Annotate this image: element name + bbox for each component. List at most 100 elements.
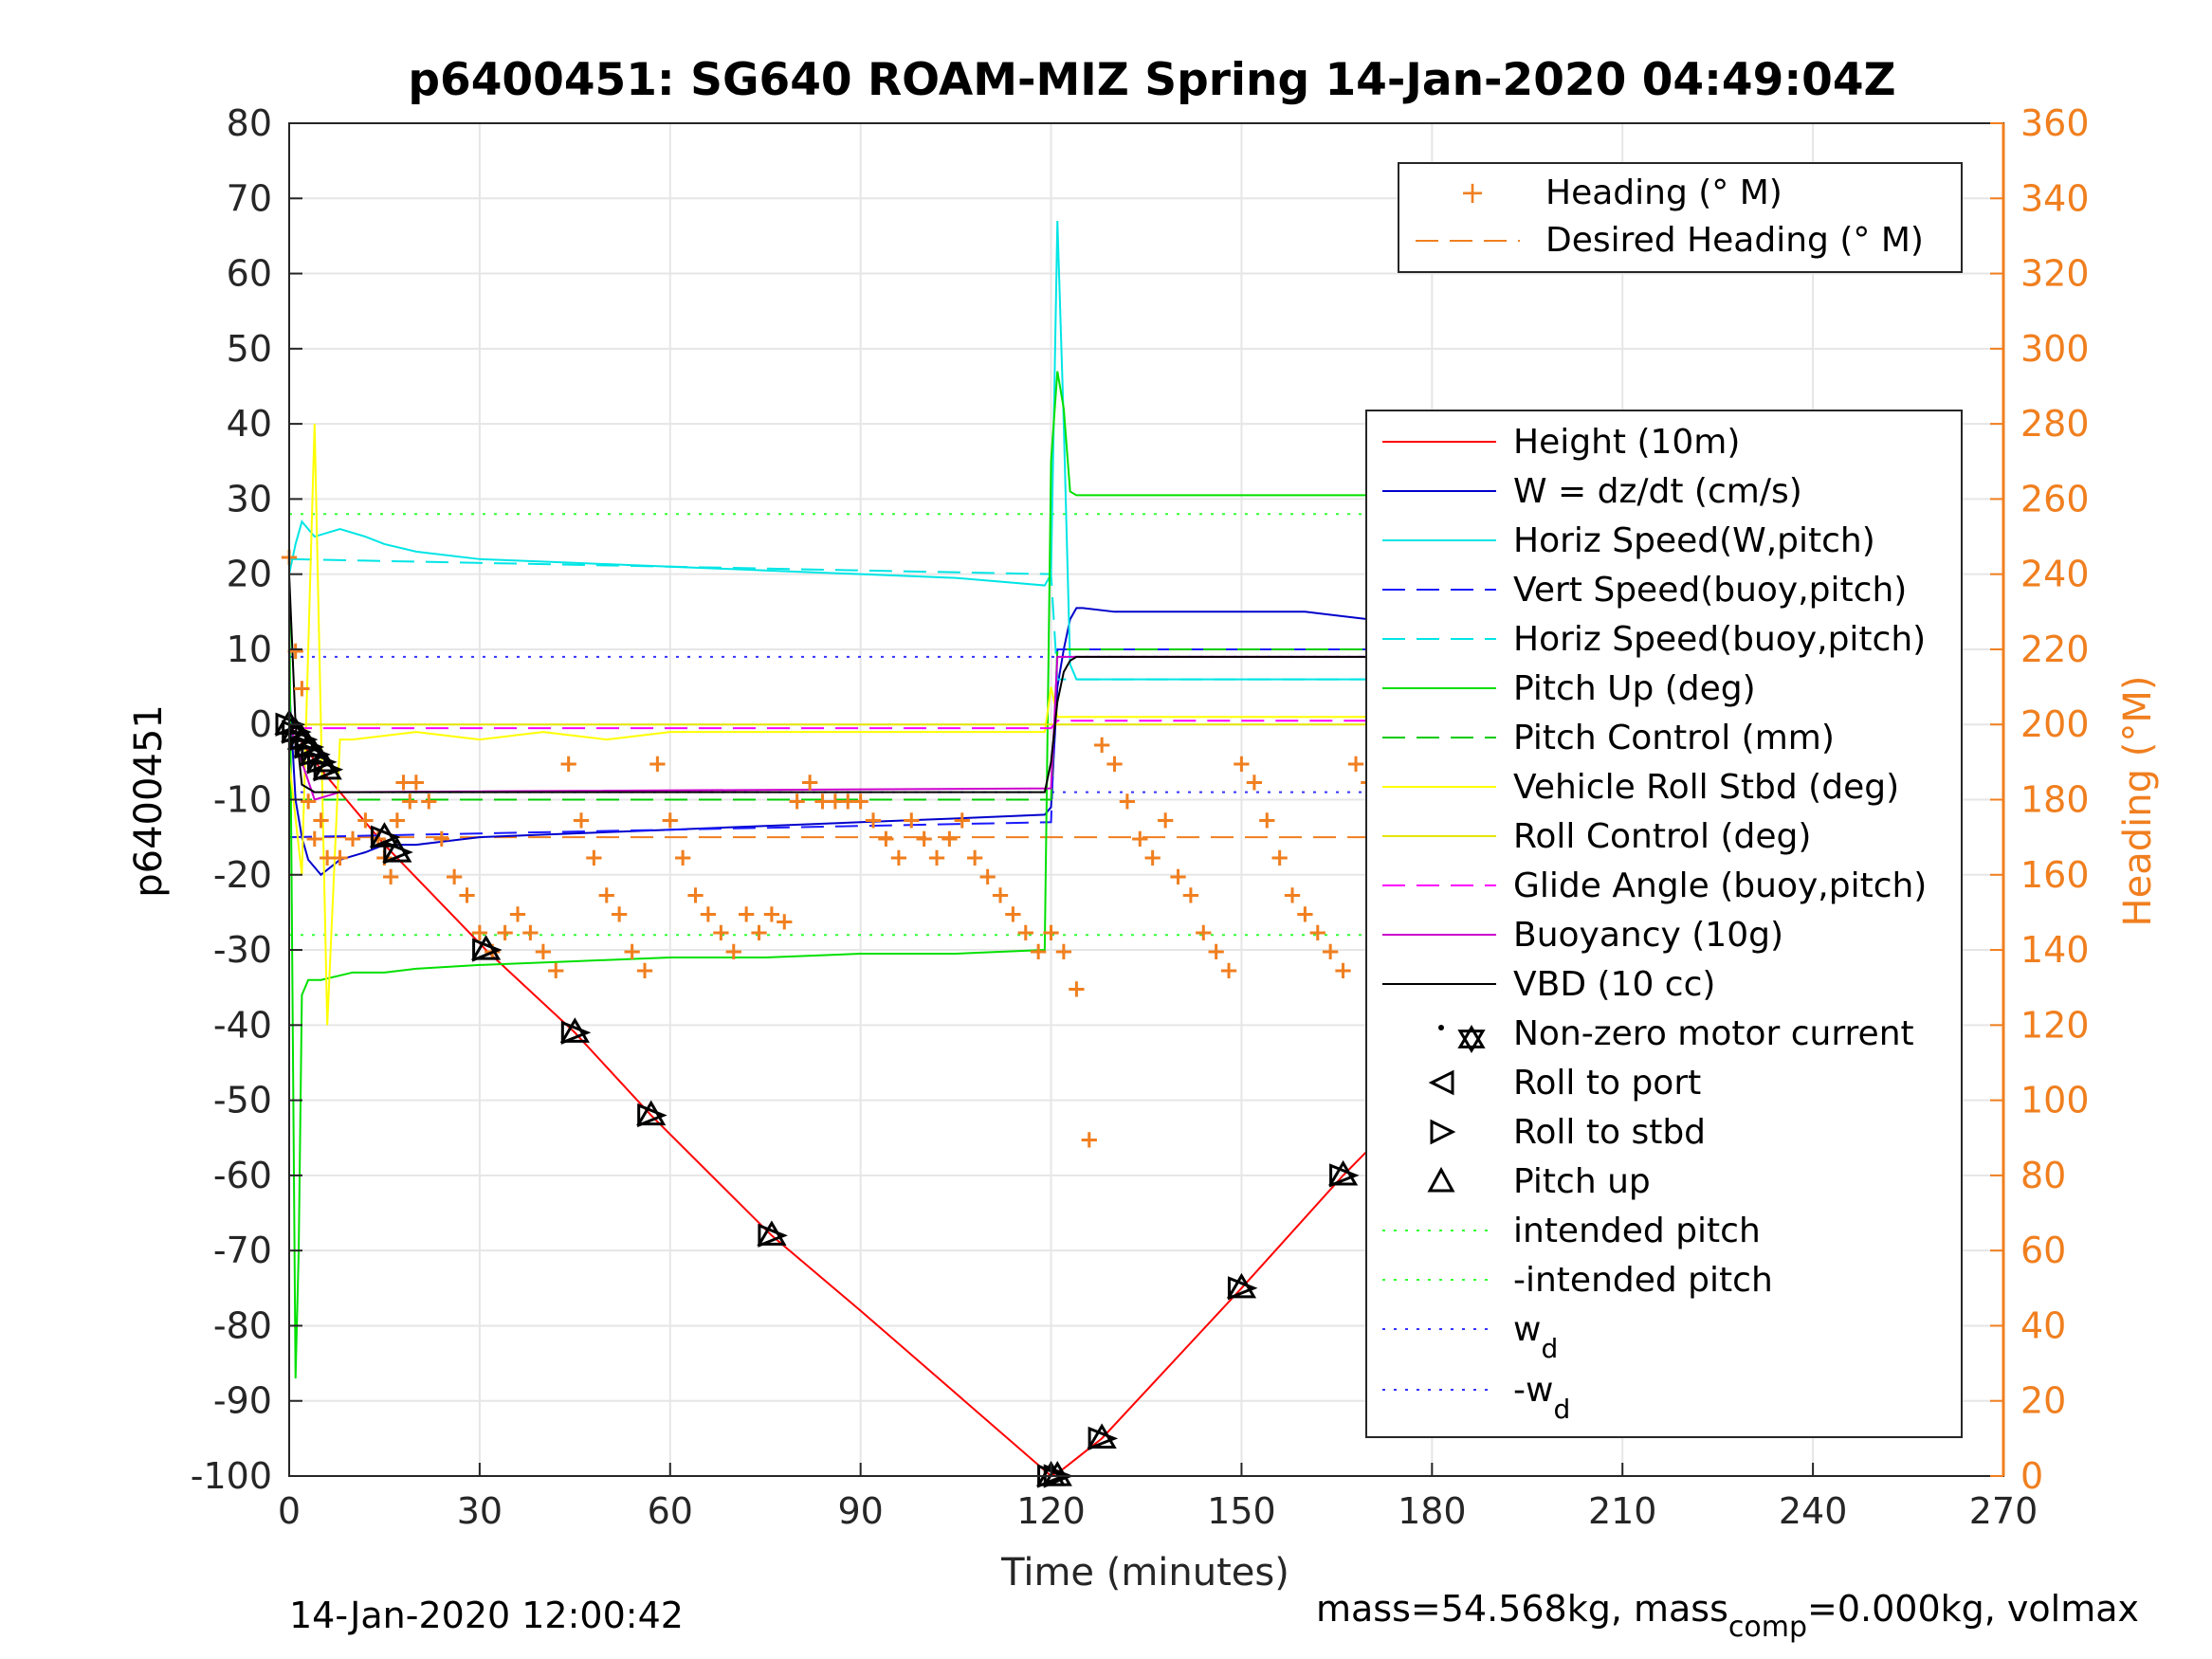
legend-label-vbd: VBD (10 cc) xyxy=(1513,965,1715,1004)
legend-swatches xyxy=(1382,441,1496,1391)
heading-point: + xyxy=(813,788,833,816)
motor-marker xyxy=(636,1100,667,1128)
heading-point: + xyxy=(291,675,312,703)
heading-point: + xyxy=(418,788,439,816)
heading-point: + xyxy=(736,900,757,928)
y-tick-label: 80 xyxy=(227,102,272,144)
y2-tick-label: 160 xyxy=(2020,854,2090,896)
desired-heading-legend-label: Desired Heading (° M) xyxy=(1545,221,1924,260)
legend-label-neg-wd: -wd xyxy=(1513,1371,1570,1425)
heading-point: + xyxy=(1041,919,1062,947)
heading-legend-marker: + xyxy=(1460,174,1486,210)
x-tick-label: 180 xyxy=(1398,1490,1467,1532)
y-tick-label: -80 xyxy=(213,1304,272,1346)
y-tick-label: -20 xyxy=(213,854,272,896)
heading-point: + xyxy=(444,863,465,891)
y2-tick-label: 340 xyxy=(2020,177,2090,219)
legend-label-pitch-up: Pitch Up (deg) xyxy=(1513,669,1756,708)
y2-tick-label: 180 xyxy=(2020,779,2090,821)
legend-label-wd-main: w xyxy=(1513,1310,1541,1349)
y-tick-label: -50 xyxy=(213,1080,272,1121)
heading-point: + xyxy=(1168,863,1189,891)
heading-point: + xyxy=(507,900,528,928)
heading-point: + xyxy=(330,844,351,872)
y-tick-label: -60 xyxy=(213,1155,272,1196)
legend-swatch-motor-tri xyxy=(1457,1025,1486,1048)
heading-point: + xyxy=(521,919,541,947)
heading-point: + xyxy=(1066,975,1087,1004)
heading-point: + xyxy=(1232,750,1252,778)
x-tick-label: 90 xyxy=(837,1490,883,1532)
legend-label-wd: wd xyxy=(1513,1310,1558,1364)
x-tick-label: 30 xyxy=(457,1490,503,1532)
legend-label-w: W = dz/dt (cm/s) xyxy=(1513,472,1802,511)
x-axis-label: Time (minutes) xyxy=(1000,1551,1289,1595)
heading-point: + xyxy=(1193,919,1214,947)
heading-point: + xyxy=(876,825,897,853)
motor-marker xyxy=(1087,1423,1119,1450)
y-tick-label: 50 xyxy=(227,328,272,370)
motor-marker xyxy=(559,1017,592,1045)
legend-label-height: Height (10m) xyxy=(1513,423,1740,462)
y2-tick-label: 20 xyxy=(2020,1380,2066,1422)
heading-point: + xyxy=(710,919,731,947)
heading-point: + xyxy=(393,769,414,797)
y2-tick-label: 220 xyxy=(2020,629,2090,670)
heading-point: + xyxy=(787,788,808,816)
heading-point: + xyxy=(1155,806,1176,834)
heading-point: + xyxy=(584,844,605,872)
heading-point: + xyxy=(304,825,325,853)
y-tick-label: 20 xyxy=(227,554,272,595)
y2-tick-label: 80 xyxy=(2020,1155,2066,1196)
heading-legend: + Heading (° M) Desired Heading (° M) xyxy=(1398,162,1963,273)
heading-point: + xyxy=(863,806,884,834)
heading-point: + xyxy=(964,844,985,872)
roll-stbd-marker xyxy=(560,1020,592,1045)
heading-point: + xyxy=(1256,806,1277,834)
heading-point: + xyxy=(761,900,782,928)
heading-point: + xyxy=(825,788,846,816)
roll-stbd-marker xyxy=(637,1103,667,1128)
heading-point: + xyxy=(571,806,592,834)
legend-swatch-motor-tri2 xyxy=(1457,1030,1486,1053)
motor-marker xyxy=(470,935,503,962)
legend-label-vert-speed: Vert Speed(buoy,pitch) xyxy=(1513,571,1907,610)
legend-label-neg-wd-main: -w xyxy=(1513,1371,1553,1410)
legend-label-pitch-control: Pitch Control (mm) xyxy=(1513,719,1835,757)
heading-point: + xyxy=(311,806,332,834)
heading-point: + xyxy=(1180,882,1201,910)
heading-point: + xyxy=(799,769,820,797)
x-tick-label: 60 xyxy=(648,1490,693,1532)
heading-point: + xyxy=(837,788,858,816)
y-tick-label: -100 xyxy=(191,1455,272,1497)
heading-point: + xyxy=(298,788,319,816)
heading-point: + xyxy=(1333,957,1354,985)
heading-point: + xyxy=(1091,731,1112,759)
heading-point: + xyxy=(609,900,630,928)
heading-point: + xyxy=(1295,900,1316,928)
y-axis-label: p6400451 xyxy=(127,704,171,898)
legend-label-neg-wd-sub: d xyxy=(1553,1394,1570,1425)
x-tick-label: 270 xyxy=(1969,1490,2038,1532)
y2-tick-label: 300 xyxy=(2020,328,2090,370)
main-legend: Height (10m) W = dz/dt (cm/s) Horiz Spee… xyxy=(1365,410,1963,1438)
y-tick-label: -90 xyxy=(213,1380,272,1422)
heading-point: + xyxy=(355,806,375,834)
heading-point: + xyxy=(1282,882,1303,910)
y-tick-label: -10 xyxy=(213,779,272,821)
legend-label-horiz-speed-buoy: Horiz Speed(buoy,pitch) xyxy=(1513,620,1926,659)
mass-footer-suffix: =0.000kg, volmax xyxy=(1807,1588,2139,1630)
heading-point: + xyxy=(285,637,306,665)
mass-footer-prefix: mass=54.568kg, mass xyxy=(1316,1588,1728,1630)
heading-point: + xyxy=(1218,957,1239,985)
heading-point: + xyxy=(558,750,579,778)
heading-point: + xyxy=(1015,919,1036,947)
y-tick-label: 40 xyxy=(227,403,272,445)
mass-footer-sub: comp xyxy=(1728,1611,1807,1644)
legend-label-horiz-speed: Horiz Speed(W,pitch) xyxy=(1513,521,1875,560)
y-tick-label: 10 xyxy=(227,629,272,670)
heading-point: + xyxy=(457,882,478,910)
y2-axis-label: Heading (°M) xyxy=(2116,676,2160,927)
heading-point: + xyxy=(1117,788,1138,816)
heading-point: + xyxy=(399,788,420,816)
